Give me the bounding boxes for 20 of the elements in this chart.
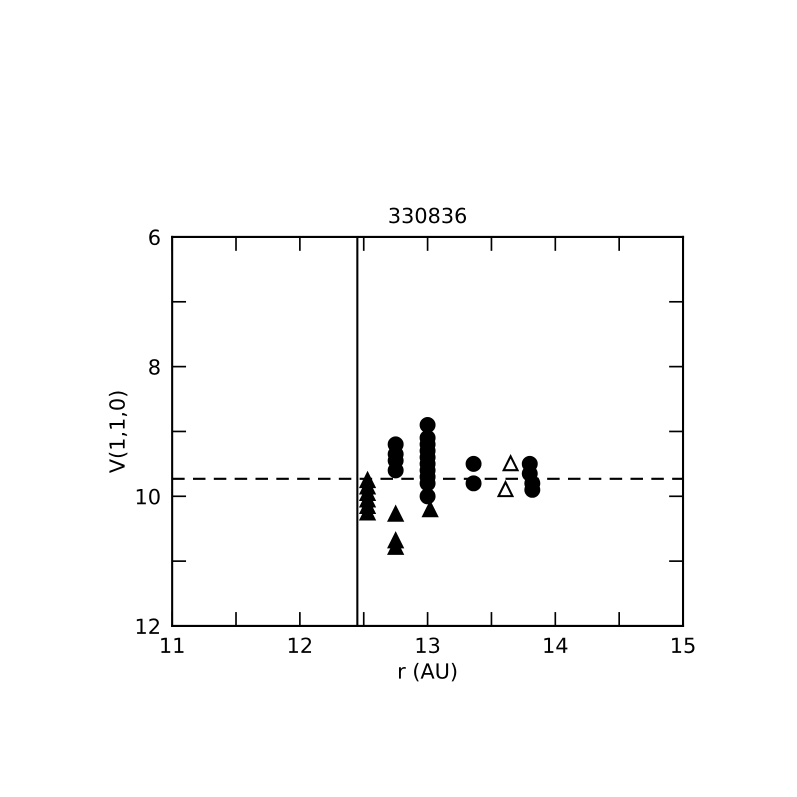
point (466, 475, 482, 492)
point (420, 488, 436, 504)
x-axis-title: r (AU) (399, 662, 456, 682)
chart-title: 330836 (389, 208, 466, 224)
y-tick-label: 8 (149, 359, 160, 375)
x-tick-label: 12 (288, 637, 312, 653)
point (466, 456, 482, 472)
x-tick-label: 14 (544, 638, 568, 653)
x-tick-label: 11 (161, 638, 184, 653)
y-tick-label: 6 (149, 229, 160, 246)
point (502, 455, 519, 472)
y-tick-label: 12 (136, 618, 159, 634)
point (420, 416, 436, 433)
x-tick-label: 13 (416, 637, 440, 654)
y-tick-label: 10 (136, 488, 160, 505)
y-axis-title: V(1,1,0) (108, 391, 128, 474)
point (422, 501, 438, 518)
point (498, 481, 514, 498)
point (388, 506, 404, 522)
x-tick-label: 15 (672, 638, 694, 654)
